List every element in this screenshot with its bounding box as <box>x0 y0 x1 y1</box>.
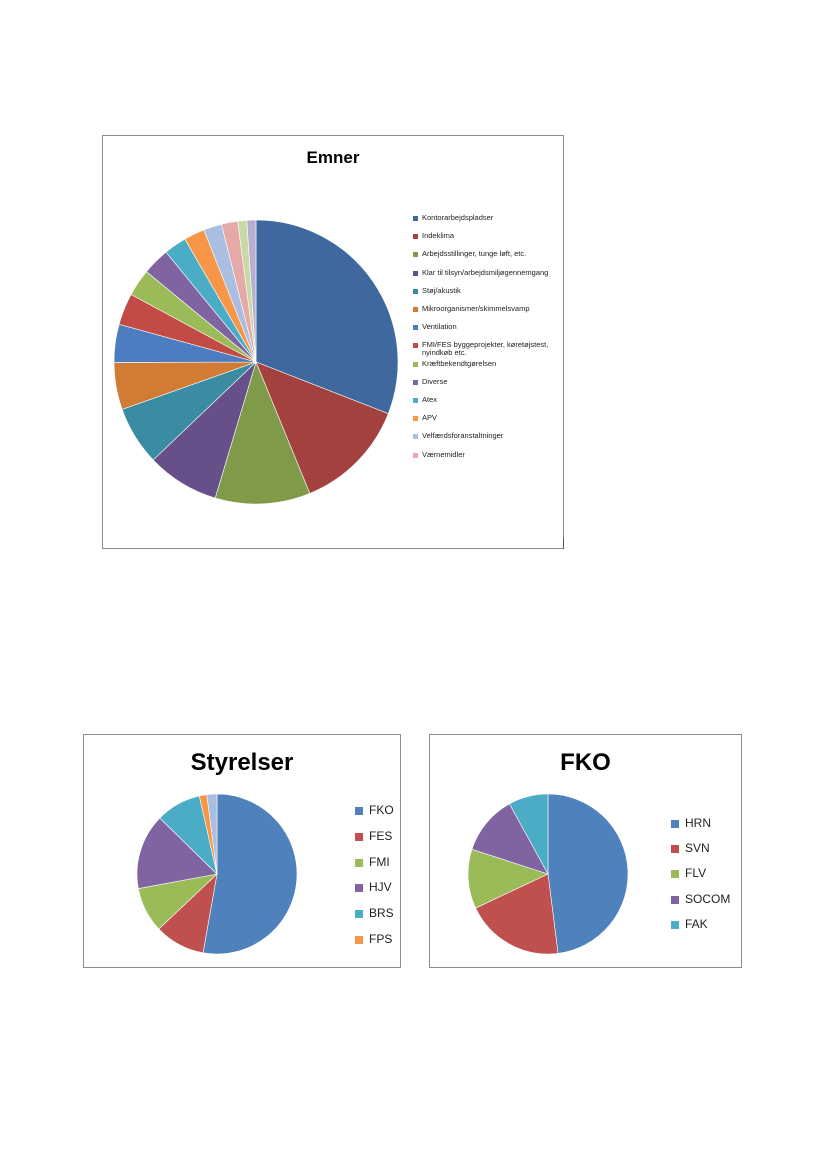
emner-legend-label: Klar til tilsyn/arbejdsmiljøgennemgang <box>422 267 549 277</box>
fko-legend-label: HRN <box>685 816 711 830</box>
styrelser-legend: FKO FES FMI HJV BRS FPS <box>355 804 415 954</box>
emner-legend-swatch <box>413 416 418 422</box>
emner-slice-kontorarbejdspladser <box>255 219 399 415</box>
styrelser-legend-swatch <box>355 910 363 919</box>
styrelser-slice-fko <box>202 793 298 955</box>
emner-legend-label: Atex <box>422 395 438 404</box>
fko-legend-label: FAK <box>685 916 708 931</box>
emner-legend-swatch <box>413 288 418 294</box>
emner-chart: Emner Kontorarbejdspladser Indeklima Arbej… <box>102 135 564 549</box>
emner-legend-swatch <box>413 398 418 403</box>
emner-legend-label: Kræftbekendtgørelsen <box>422 358 497 368</box>
emner-legend-swatch <box>413 452 418 458</box>
fko-legend-swatch <box>671 845 679 854</box>
emner-legend-label: Arbejdsstillinger, tunge løft, etc. <box>422 249 527 259</box>
fko-slice-hrn <box>547 793 629 954</box>
fko-slice-fak <box>509 793 549 875</box>
styrelser-legend-swatch <box>355 936 363 944</box>
styrelser-pie <box>136 793 298 955</box>
fko-slice-socom <box>471 803 549 875</box>
emner-legend-swatch <box>413 252 418 258</box>
styrelser-legend-label: FKO <box>369 803 394 817</box>
styrelser-legend-label: FES <box>369 828 393 843</box>
fko-legend-label: SOCOM <box>685 891 731 906</box>
fko-slice-svn <box>475 873 559 955</box>
styrelser-slice-hjv <box>136 817 218 889</box>
styrelser-chart-title: Styrelser <box>190 749 294 776</box>
emner-legend-swatch <box>413 307 418 312</box>
emner-legend-label: Velfærdsforanstaltninger <box>422 431 504 441</box>
styrelser-legend-label: FMI <box>369 854 390 869</box>
styrelser-slice-unlabeled-6 <box>206 793 218 875</box>
emner-slice-unlabeled-15 <box>246 219 257 363</box>
styrelser-legend-label: HJV <box>369 880 392 895</box>
fko-legend: HRN SVN FLV SOCOM FAK <box>671 817 741 947</box>
emner-legend-label: Mikroorganismer/skimmelsvamp <box>422 304 530 313</box>
emner-legend-label: FMI/FES byggeprojekter, køretøjstest, ny… <box>422 340 549 358</box>
fko-legend-swatch <box>671 870 679 879</box>
emner-slice-arbejdsstillinger-tunge-loft-etc <box>214 361 311 505</box>
emner-legend-swatch <box>413 343 418 349</box>
fko-chart: FKO HRN SVN FLV SOCOM FAK <box>429 734 742 968</box>
emner-legend-label: Ventilation <box>422 322 457 332</box>
emner-legend-label: Diverse <box>422 376 448 386</box>
emner-chart-title: Emner <box>306 148 360 167</box>
emner-legend-swatch <box>413 379 418 385</box>
fko-pie <box>467 793 629 955</box>
styrelser-chart: Styrelser FKO FES FMI HJV BRS FPS <box>83 734 401 968</box>
emner-legend-swatch <box>413 234 418 240</box>
styrelser-legend-label: FPS <box>369 932 393 946</box>
emner-legend: Kontorarbejdspladser Indeklima Arbejdsstil… <box>413 214 563 474</box>
styrelser-legend-label: BRS <box>369 906 394 921</box>
emner-legend-label: Støj/akustik <box>422 285 461 295</box>
emner-legend-label: Værnemidler <box>422 449 465 459</box>
emner-legend-swatch <box>413 325 418 331</box>
styrelser-legend-swatch <box>355 884 363 893</box>
fko-chart-title: FKO <box>560 749 611 776</box>
emner-slice-indeklima <box>255 361 389 494</box>
emner-pie <box>113 219 399 505</box>
fko-legend-swatch <box>671 820 679 828</box>
emner-legend-label: APV <box>422 413 438 423</box>
styrelser-legend-swatch <box>355 858 363 867</box>
styrelser-legend-swatch <box>355 807 363 815</box>
emner-legend-label: Indeklima <box>422 231 455 241</box>
fko-legend-label: FLV <box>685 866 707 881</box>
styrelser-legend-swatch <box>355 832 363 841</box>
fko-legend-label: SVN <box>685 841 710 856</box>
fko-legend-swatch <box>671 920 679 929</box>
emner-legend-swatch <box>413 216 418 221</box>
emner-legend-swatch <box>413 434 418 440</box>
corner-tick <box>563 538 564 549</box>
fko-legend-swatch <box>671 895 679 904</box>
fko-slice-flv <box>467 848 549 909</box>
emner-legend-swatch <box>413 361 418 367</box>
emner-legend-label: Kontorarbejdspladser <box>422 213 494 222</box>
emner-legend-swatch <box>413 270 418 276</box>
